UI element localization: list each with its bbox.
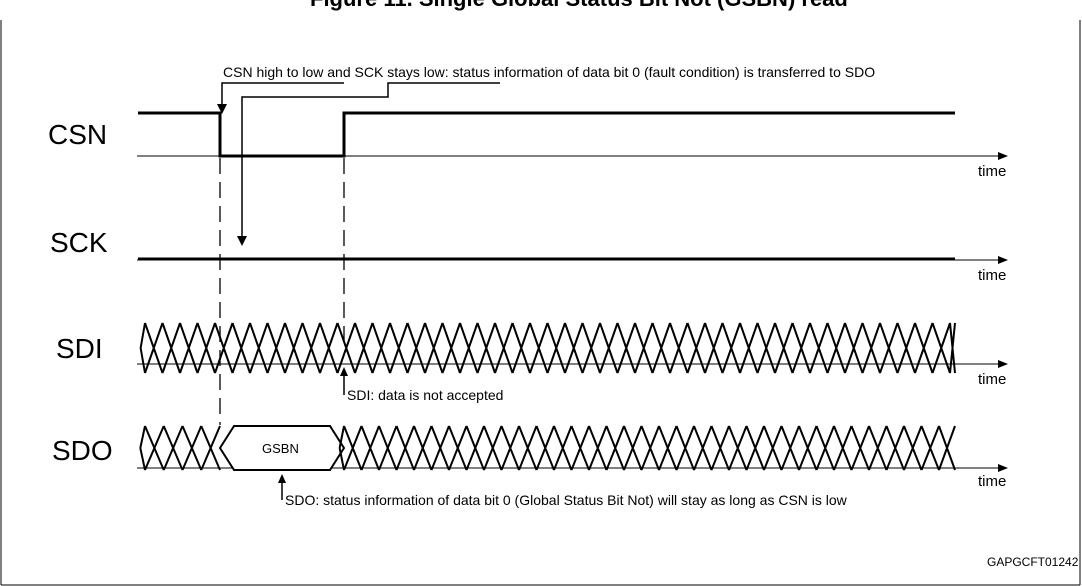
sdo-time-label: time [978,473,1006,490]
sdi-axis-arrow [998,360,1008,368]
csn-transition-note: CSN high to low and SCK stays low: statu… [223,64,875,80]
sdo-axis-arrow [998,464,1008,472]
sdi-label: SDI [56,333,103,364]
sck-callout-arrow [237,236,247,246]
sck-callout-line [241,82,500,238]
sdi-note-arrow [340,367,348,376]
sdo-bus-crossings-before [144,425,221,471]
sdo-waveform-before [139,425,221,471]
sdi-bus-crossings [144,322,956,374]
sdo-label: SDO [52,435,113,466]
sdo-bus-crossings-after [343,425,956,471]
sck-time-label: time [978,267,1006,284]
figure-code: GAPGCFT01242 [987,555,1079,569]
sdi-time-label: time [978,371,1006,388]
sdo-note: SDO: status information of data bit 0 (G… [285,492,848,508]
sck-axis-arrow [998,256,1008,264]
gsbn-label: GSBN [262,441,299,456]
csn-time-label: time [978,163,1006,180]
sdo-bus-crossings-after-start-edge [338,425,345,471]
sdo-waveform-after [338,425,956,471]
sdi-note: SDI: data is not accepted [347,387,503,403]
csn-callout-arrow [217,104,227,114]
gsbn-block [218,425,346,471]
sck-label: SCK [50,227,108,258]
figure-title: Figure 11. Single Global Status Bit Not … [310,0,848,11]
sdo-bus-crossings-before-start-edge [139,425,146,471]
sdi-bus-crossings-start-edge [139,322,146,374]
sdi-waveform [139,322,956,374]
csn-callout-line [221,82,344,107]
sdo-note-arrow [278,474,286,483]
csn-axis-arrow [998,152,1008,160]
csn-waveform [138,111,955,158]
csn-label: CSN [48,119,107,150]
